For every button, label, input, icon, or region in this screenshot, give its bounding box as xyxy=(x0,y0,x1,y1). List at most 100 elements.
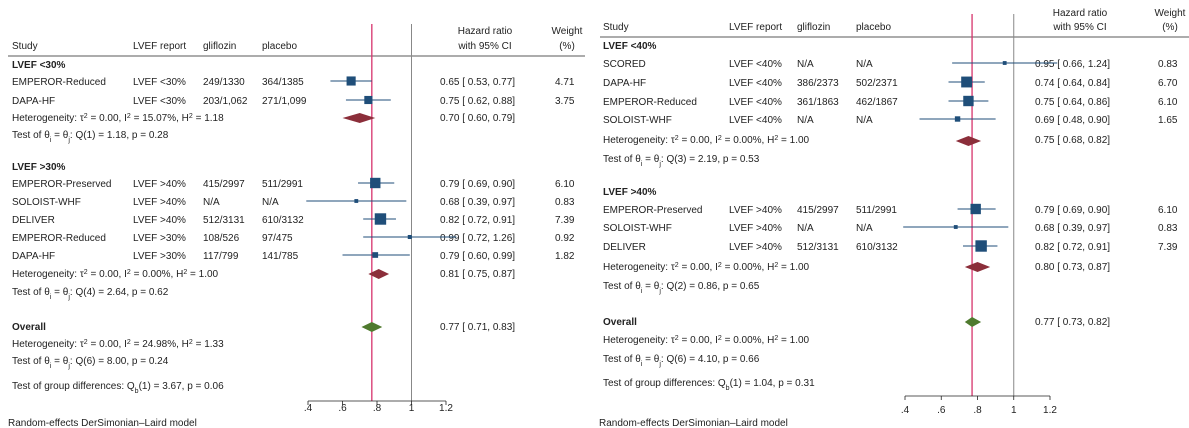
study-hazard-ratio-ci: 0.75 [ 0.62, 0.88] xyxy=(440,96,515,107)
study-lvef-report: LVEF >40% xyxy=(729,242,782,253)
study-gliflozin-events: N/A xyxy=(797,223,814,234)
header-study: Study xyxy=(603,22,629,33)
study-name: EMPEROR-Reduced xyxy=(12,233,106,244)
study-gliflozin-events: 415/2997 xyxy=(797,205,839,216)
subgroup-summary-ci: 0.81 [ 0.75, 0.87] xyxy=(440,269,515,280)
subgroup-title: LVEF <40% xyxy=(603,41,657,52)
study-effect-square xyxy=(374,213,387,225)
study-effect-square xyxy=(354,199,359,203)
x-axis-tick-label: 1 xyxy=(409,403,415,414)
subgroup-heterogeneity: Heterogeneity: τ2 = 0.00, I2 = 0.00%, H2… xyxy=(603,135,810,147)
study-name: DAPA-HF xyxy=(12,96,55,107)
study-placebo-events: 511/2991 xyxy=(856,205,897,216)
study-weight: 7.39 xyxy=(1158,242,1178,253)
study-hazard-ratio-ci: 0.82 [ 0.72, 0.91] xyxy=(440,215,515,226)
study-placebo-events: 462/1867 xyxy=(856,97,898,108)
study-hazard-ratio-ci: 0.75 [ 0.64, 0.86] xyxy=(1035,97,1110,108)
study-effect-square xyxy=(963,95,974,107)
overall-test: Test of θi = θj: Q(6) = 4.10, p = 0.66 xyxy=(603,354,760,368)
header-weight: Weight xyxy=(1155,8,1186,19)
header-ci: with 95% CI xyxy=(1052,22,1106,33)
study-effect-square xyxy=(961,76,973,88)
group-differences-test: Test of group differences: Qb(1) = 3.67,… xyxy=(12,381,224,395)
x-axis-tick-label: .6 xyxy=(937,405,946,416)
study-hazard-ratio-ci: 0.95 [ 0.66, 1.24] xyxy=(1035,59,1110,70)
study-hazard-ratio-ci: 0.74 [ 0.64, 0.84] xyxy=(1035,78,1110,89)
study-effect-square xyxy=(970,203,981,215)
study-effect-square xyxy=(953,225,958,229)
study-hazard-ratio-ci: 0.79 [ 0.60, 0.99] xyxy=(440,251,515,262)
study-hazard-ratio-ci: 0.79 [ 0.69, 0.90] xyxy=(1035,205,1110,216)
study-placebo-events: 511/2991 xyxy=(262,179,303,190)
study-placebo-events: N/A xyxy=(856,59,873,70)
x-axis-tick-label: 1.2 xyxy=(439,403,453,414)
group-differences-test: Test of group differences: Qb(1) = 1.04,… xyxy=(603,378,815,392)
study-effect-square xyxy=(346,76,356,86)
study-lvef-report: LVEF >40% xyxy=(729,223,782,234)
forest-panel-2: Study LVEF report gliflozin placebo Hazard r… xyxy=(599,8,1189,428)
overall-title: Overall xyxy=(603,317,637,328)
overall-summary-ci: 0.77 [ 0.73, 0.82] xyxy=(1035,317,1110,328)
study-name: DAPA-HF xyxy=(12,251,55,262)
study-lvef-report: LVEF >40% xyxy=(133,197,186,208)
x-axis-tick-label: 1.2 xyxy=(1043,405,1057,416)
subgroup-heterogeneity: Heterogeneity: τ2 = 0.00, I2 = 0.00%, H2… xyxy=(12,269,219,281)
overall-test: Test of θi = θj: Q(6) = 8.00, p = 0.24 xyxy=(12,356,169,370)
study-lvef-report: LVEF >30% xyxy=(133,251,186,262)
header-gliflozin: gliflozin xyxy=(203,41,236,52)
study-name: SOLOIST-WHF xyxy=(603,223,672,234)
study-lvef-report: LVEF <40% xyxy=(729,115,782,126)
header-hazard-ratio: Hazard ratio xyxy=(1053,8,1108,19)
header-lvef-report: LVEF report xyxy=(133,41,186,52)
study-weight: 7.39 xyxy=(555,215,575,226)
study-placebo-events: 364/1385 xyxy=(262,77,304,88)
study-gliflozin-events: 512/3131 xyxy=(797,242,839,253)
header-placebo: placebo xyxy=(262,41,297,52)
study-name: EMPEROR-Preserved xyxy=(603,205,702,216)
study-hazard-ratio-ci: 0.68 [ 0.39, 0.97] xyxy=(1035,223,1110,234)
study-lvef-report: LVEF >40% xyxy=(133,215,186,226)
subgroup-title: LVEF >40% xyxy=(603,187,657,198)
study-weight: 6.10 xyxy=(555,179,575,190)
subgroup-heterogeneity: Heterogeneity: τ2 = 0.00, I2 = 15.07%, H… xyxy=(12,113,224,125)
study-gliflozin-events: 361/1863 xyxy=(797,97,839,108)
overall-heterogeneity: Heterogeneity: τ2 = 0.00, I2 = 0.00%, H2… xyxy=(603,335,810,347)
subgroup-summary-ci: 0.80 [ 0.73, 0.87] xyxy=(1035,262,1110,273)
overall-summary-ci: 0.77 [ 0.71, 0.83] xyxy=(440,322,515,333)
study-weight: 6.10 xyxy=(1158,205,1178,216)
study-weight: 0.83 xyxy=(555,197,575,208)
study-weight: 1.65 xyxy=(1158,115,1178,126)
study-placebo-events: N/A xyxy=(856,223,873,234)
study-effect-square xyxy=(407,234,412,240)
study-lvef-report: LVEF <30% xyxy=(133,96,186,107)
study-lvef-report: LVEF >40% xyxy=(133,179,186,190)
study-weight: 0.83 xyxy=(1158,59,1178,70)
study-placebo-events: 610/3132 xyxy=(856,242,898,253)
subgroup-title: LVEF <30% xyxy=(12,60,66,71)
study-lvef-report: LVEF <40% xyxy=(729,97,782,108)
study-effect-square xyxy=(954,116,961,122)
study-weight: 6.10 xyxy=(1158,97,1178,108)
subgroup-test: Test of θi = θj: Q(1) = 1.18, p = 0.28 xyxy=(12,130,169,144)
study-hazard-ratio-ci: 0.82 [ 0.72, 0.91] xyxy=(1035,242,1110,253)
study-lvef-report: LVEF <30% xyxy=(133,77,186,88)
header-lvef-report: LVEF report xyxy=(729,22,782,33)
study-lvef-report: LVEF <40% xyxy=(729,78,782,89)
study-name: EMPEROR-Reduced xyxy=(12,77,106,88)
x-axis-tick-label: 1 xyxy=(1011,405,1017,416)
study-name: DAPA-HF xyxy=(603,78,646,89)
study-name: EMPEROR-Preserved xyxy=(12,179,111,190)
study-weight: 3.75 xyxy=(555,96,575,107)
study-placebo-events: 97/475 xyxy=(262,233,293,244)
study-gliflozin-events: 117/799 xyxy=(203,251,239,262)
x-axis-tick-label: .6 xyxy=(338,403,347,414)
x-axis-tick-label: .8 xyxy=(373,403,382,414)
study-name: SOLOIST-WHF xyxy=(12,197,81,208)
forest-panel-1: Study LVEF report gliflozin placebo Hazard r… xyxy=(8,24,585,428)
study-weight: 6.70 xyxy=(1158,78,1178,89)
subgroup-summary-diamond xyxy=(342,113,376,123)
header-weight: Weight xyxy=(552,26,583,37)
study-hazard-ratio-ci: 0.99 [ 0.72, 1.26] xyxy=(440,233,515,244)
study-placebo-events: 141/785 xyxy=(262,251,299,262)
header-gliflozin: gliflozin xyxy=(797,22,830,33)
